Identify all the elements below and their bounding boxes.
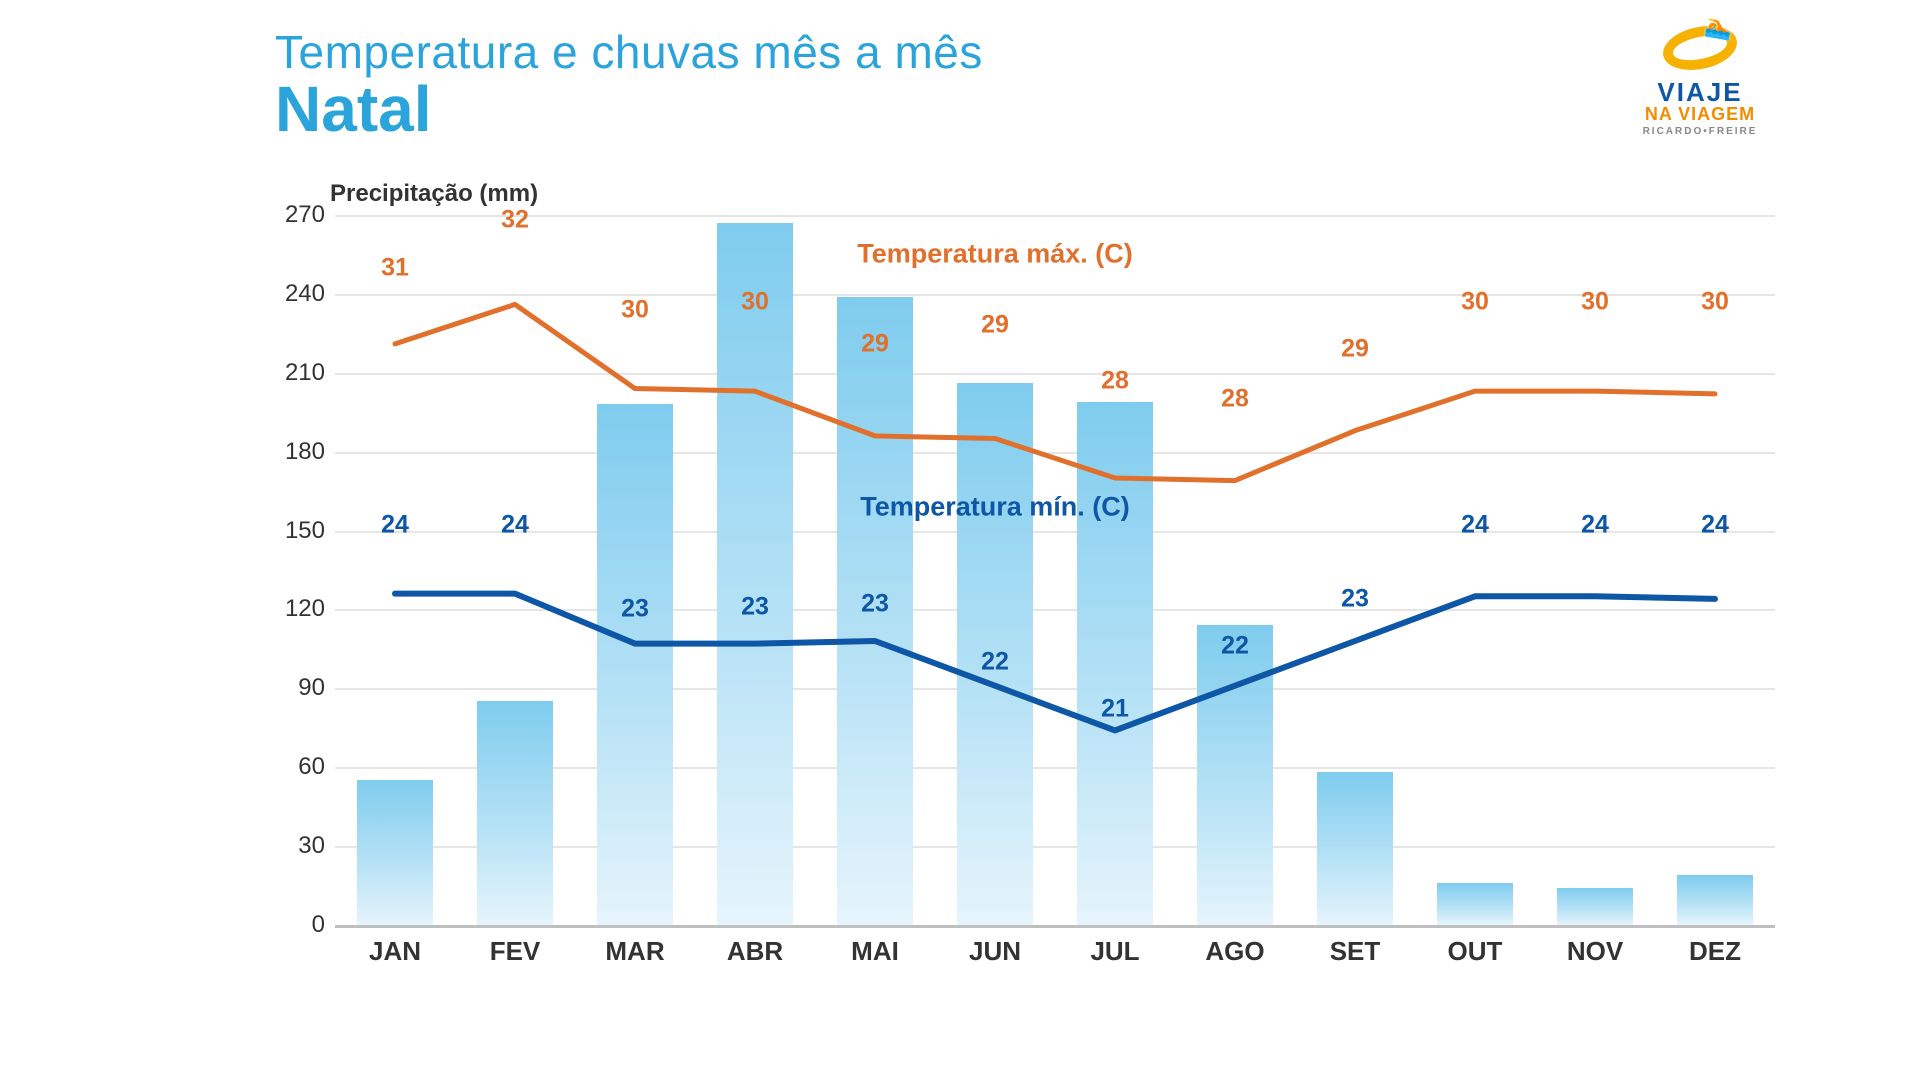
x-tick-label: DEZ bbox=[1665, 936, 1765, 967]
max-value-label: 31 bbox=[381, 253, 409, 282]
x-tick-label: MAI bbox=[825, 936, 925, 967]
chart-area: JANFEVMARABRMAIJUNJULAGOSETOUTNOVDEZ3132… bbox=[275, 215, 1775, 975]
max-value-label: 30 bbox=[741, 287, 769, 316]
min-value-label: 22 bbox=[1221, 632, 1249, 661]
precipitation-bar bbox=[357, 780, 433, 925]
plot-area: JANFEVMARABRMAIJUNJULAGOSETOUTNOVDEZ3132… bbox=[335, 215, 1775, 925]
precipitation-bar bbox=[1317, 772, 1393, 925]
max-value-label: 29 bbox=[861, 329, 889, 358]
grid-line bbox=[335, 452, 1775, 454]
precipitation-bar bbox=[477, 701, 553, 925]
max-value-label: 28 bbox=[1101, 366, 1129, 395]
x-tick-label: OUT bbox=[1425, 936, 1525, 967]
grid-line bbox=[335, 373, 1775, 375]
chart-title-line1: Temperatura e chuvas mês a mês bbox=[275, 25, 983, 79]
precipitation-bar bbox=[1197, 625, 1273, 925]
x-tick-label: MAR bbox=[585, 936, 685, 967]
brand-logo: 🏊 VIAJE NA VIAGEM RICARDO•FREIRE bbox=[1620, 20, 1780, 139]
x-tick-label: JUL bbox=[1065, 936, 1165, 967]
brand-logo-text-1: VIAJE bbox=[1620, 79, 1780, 105]
precipitation-bar bbox=[1677, 875, 1753, 925]
min-value-label: 22 bbox=[981, 648, 1009, 677]
min-value-label: 23 bbox=[741, 592, 769, 621]
max-series-caption: Temperatura máx. (C) bbox=[857, 239, 1133, 270]
max-value-label: 30 bbox=[621, 295, 649, 324]
grid-line bbox=[335, 688, 1775, 690]
brand-logo-text-3: RICARDO•FREIRE bbox=[1620, 125, 1780, 139]
x-tick-label: AGO bbox=[1185, 936, 1285, 967]
min-value-label: 23 bbox=[861, 590, 889, 619]
precipitation-bar bbox=[1077, 402, 1153, 925]
brand-logo-text-2: NA VIAGEM bbox=[1620, 105, 1780, 125]
grid-line bbox=[335, 609, 1775, 611]
max-value-label: 30 bbox=[1701, 287, 1729, 316]
grid-line bbox=[335, 294, 1775, 296]
grid-line bbox=[335, 925, 1775, 928]
min-value-label: 24 bbox=[1701, 511, 1729, 540]
x-tick-label: ABR bbox=[705, 936, 805, 967]
x-tick-label: FEV bbox=[465, 936, 565, 967]
y-tick-label: 60 bbox=[275, 753, 325, 781]
x-tick-label: JUN bbox=[945, 936, 1045, 967]
precipitation-bar bbox=[1437, 883, 1513, 925]
min-value-label: 23 bbox=[621, 595, 649, 624]
min-value-label: 24 bbox=[1461, 511, 1489, 540]
precipitation-bar bbox=[1557, 888, 1633, 925]
precipitation-bar bbox=[717, 223, 793, 925]
x-tick-label: SET bbox=[1305, 936, 1405, 967]
max-value-label: 29 bbox=[981, 311, 1009, 340]
min-value-label: 24 bbox=[501, 511, 529, 540]
max-value-label: 28 bbox=[1221, 385, 1249, 414]
x-tick-label: JAN bbox=[345, 936, 445, 967]
y-tick-label: 0 bbox=[275, 911, 325, 939]
y-tick-label: 240 bbox=[275, 280, 325, 308]
y-axis-title: Precipitação (mm) bbox=[330, 180, 538, 208]
max-value-label: 30 bbox=[1461, 287, 1489, 316]
min-value-label: 24 bbox=[1581, 511, 1609, 540]
chart-title-block: Temperatura e chuvas mês a mês Natal bbox=[275, 25, 983, 141]
min-value-label: 24 bbox=[381, 511, 409, 540]
min-value-label: 21 bbox=[1101, 695, 1129, 724]
min-value-label: 23 bbox=[1341, 584, 1369, 613]
grid-line bbox=[335, 215, 1775, 217]
grid-line bbox=[335, 531, 1775, 533]
precipitation-bar bbox=[597, 404, 673, 925]
max-value-label: 29 bbox=[1341, 335, 1369, 364]
min-series-caption: Temperatura mín. (C) bbox=[860, 491, 1130, 522]
y-tick-label: 270 bbox=[275, 201, 325, 229]
y-tick-label: 120 bbox=[275, 595, 325, 623]
max-value-label: 32 bbox=[501, 206, 529, 235]
brand-logo-icon: 🏊 bbox=[1655, 20, 1745, 75]
y-tick-label: 180 bbox=[275, 438, 325, 466]
y-tick-label: 210 bbox=[275, 359, 325, 387]
max-value-label: 30 bbox=[1581, 287, 1609, 316]
x-tick-label: NOV bbox=[1545, 936, 1645, 967]
y-tick-label: 90 bbox=[275, 674, 325, 702]
chart-title-line2: Natal bbox=[275, 77, 983, 141]
y-tick-label: 150 bbox=[275, 517, 325, 545]
y-tick-label: 30 bbox=[275, 832, 325, 860]
